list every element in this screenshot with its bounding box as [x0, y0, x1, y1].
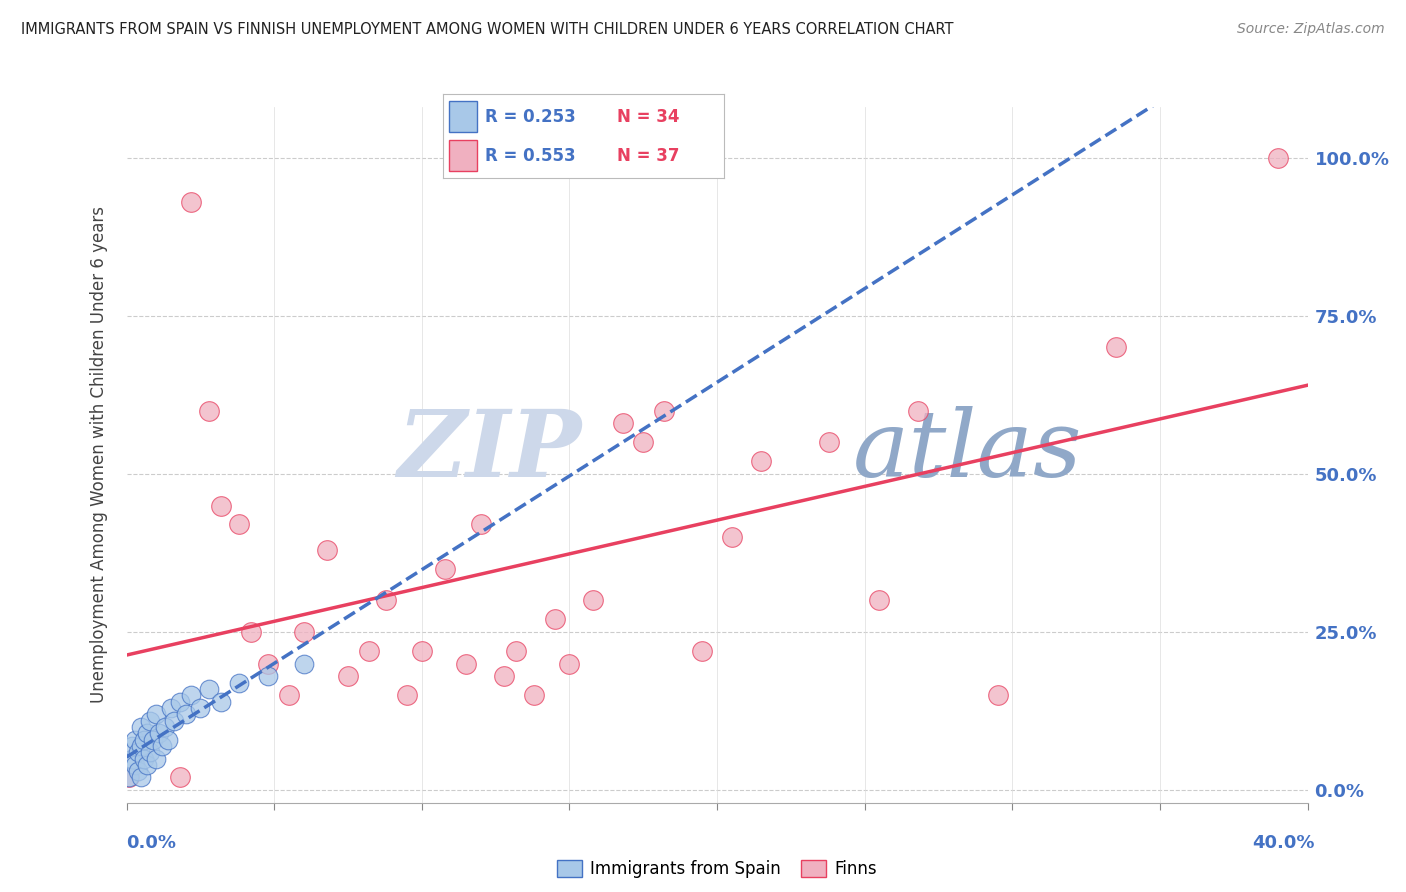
Point	[411, 644, 433, 658]
Point	[239, 625, 262, 640]
Point	[136, 757, 159, 772]
Point	[124, 732, 146, 747]
Point	[505, 644, 527, 658]
Y-axis label: Unemployment Among Women with Children Under 6 years: Unemployment Among Women with Children U…	[90, 206, 108, 704]
Point	[582, 593, 605, 607]
Point	[169, 695, 191, 709]
Point	[139, 714, 162, 728]
Point	[375, 593, 398, 607]
Point	[145, 707, 167, 722]
Point	[134, 732, 156, 747]
Point	[180, 194, 202, 209]
Point	[145, 751, 167, 765]
Point	[169, 771, 191, 785]
Point	[357, 644, 380, 658]
Point	[174, 707, 197, 722]
Point	[209, 499, 232, 513]
Point	[543, 612, 565, 626]
Point	[316, 542, 339, 557]
Point	[257, 657, 280, 671]
Point	[751, 454, 773, 468]
Point	[188, 701, 211, 715]
Point	[198, 681, 221, 696]
Point	[150, 739, 173, 753]
Point	[142, 732, 165, 747]
Point	[337, 669, 360, 683]
Point	[612, 417, 634, 431]
Point	[180, 688, 202, 702]
Point	[136, 726, 159, 740]
Text: 40.0%: 40.0%	[1253, 834, 1315, 852]
Point	[278, 688, 301, 702]
Point	[1105, 340, 1128, 354]
Point	[209, 695, 232, 709]
Point	[631, 435, 654, 450]
Point	[257, 669, 280, 683]
Point	[127, 745, 149, 759]
Point	[523, 688, 546, 702]
Point	[869, 593, 891, 607]
Point	[690, 644, 713, 658]
Point	[139, 745, 162, 759]
Text: Source: ZipAtlas.com: Source: ZipAtlas.com	[1237, 22, 1385, 37]
Point	[159, 701, 183, 715]
Point	[129, 771, 153, 785]
Point	[228, 517, 250, 532]
Point	[124, 757, 146, 772]
Point	[156, 732, 179, 747]
Point	[129, 739, 153, 753]
Text: IMMIGRANTS FROM SPAIN VS FINNISH UNEMPLOYMENT AMONG WOMEN WITH CHILDREN UNDER 6 : IMMIGRANTS FROM SPAIN VS FINNISH UNEMPLO…	[21, 22, 953, 37]
Point	[148, 726, 170, 740]
Point	[494, 669, 516, 683]
Legend: Immigrants from Spain, Finns: Immigrants from Spain, Finns	[550, 854, 884, 885]
Bar	[449, 140, 477, 170]
Point	[454, 657, 477, 671]
Point	[558, 657, 581, 671]
Text: N = 34: N = 34	[617, 108, 679, 126]
Point	[129, 720, 153, 734]
Point	[153, 720, 176, 734]
Text: 0.0%: 0.0%	[127, 834, 177, 852]
Point	[118, 771, 141, 785]
Point	[652, 403, 675, 417]
Point	[163, 714, 186, 728]
Text: R = 0.553: R = 0.553	[485, 146, 575, 164]
Point	[396, 688, 419, 702]
Point	[118, 771, 141, 785]
Text: atlas: atlas	[853, 407, 1083, 497]
Text: N = 37: N = 37	[617, 146, 679, 164]
Point	[907, 403, 929, 417]
Point	[228, 675, 250, 690]
Text: ZIP: ZIP	[396, 407, 581, 497]
Point	[121, 739, 143, 753]
Point	[470, 517, 492, 532]
Point	[1267, 151, 1289, 165]
Point	[292, 625, 315, 640]
Point	[818, 435, 841, 450]
Point	[292, 657, 315, 671]
Point	[720, 530, 742, 544]
Point	[198, 403, 221, 417]
Point	[134, 751, 156, 765]
Point	[121, 751, 143, 765]
Text: R = 0.253: R = 0.253	[485, 108, 576, 126]
Bar	[449, 102, 477, 132]
Point	[987, 688, 1010, 702]
Point	[434, 562, 457, 576]
Point	[127, 764, 149, 779]
